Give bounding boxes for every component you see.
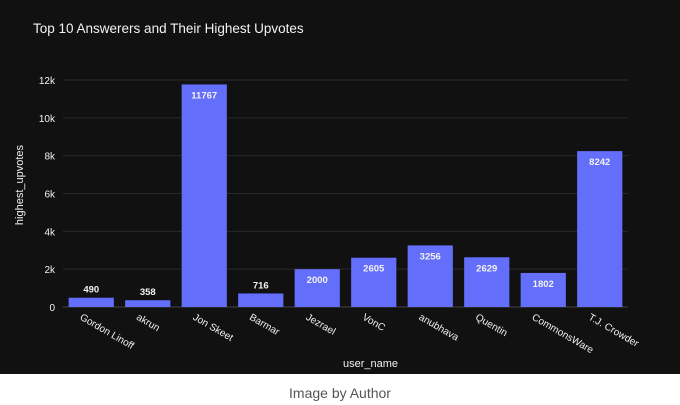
bar [294, 269, 340, 307]
bar [181, 84, 227, 307]
bar [125, 300, 171, 307]
x-tick-label: CommonsWare [530, 312, 596, 356]
y-tick-label: 8k [44, 152, 56, 163]
bar [520, 272, 566, 307]
bar [238, 293, 284, 307]
x-tick-label: T.J. Crowder [586, 312, 641, 350]
x-tick-label: akrun [134, 312, 161, 334]
x-tick-label: VonC [360, 312, 387, 334]
bar [464, 257, 510, 307]
y-tick-label: 0 [49, 303, 55, 314]
data-label: 8242 [589, 157, 610, 168]
y-tick-label: 12k [39, 76, 56, 87]
y-tick-label: 10k [39, 114, 56, 125]
data-label: 11767 [191, 90, 217, 101]
bar [351, 257, 397, 307]
data-label: 2605 [363, 264, 385, 275]
y-tick-label: 2k [44, 265, 56, 276]
data-label: 490 [83, 285, 99, 296]
data-label: 358 [140, 287, 156, 298]
bar [407, 245, 453, 307]
x-axis-title: user_name [343, 358, 398, 370]
data-label: 2629 [476, 263, 497, 274]
x-tick-label: Jezrael [304, 312, 337, 338]
y-tick-label: 6k [44, 190, 56, 201]
x-tick-label: Jon Skeet [191, 312, 235, 344]
x-tick-label: anubhava [417, 312, 461, 344]
x-tick-label: Gordon Linoff [78, 312, 136, 352]
y-tick-label: 4k [44, 227, 56, 238]
data-label: 716 [253, 280, 269, 291]
bar [577, 151, 623, 307]
bar [68, 297, 114, 307]
x-tick-label: Quentin [473, 312, 509, 339]
chart-title: Top 10 Answerers and Their Highest Upvot… [33, 21, 304, 36]
bar-chart: 0 2k 4k 6k 8k 10k 12k 490 Gordon Linoff 358 akrun 1… [14, 76, 641, 370]
x-tick-label: Barmar [247, 312, 281, 338]
data-label: 2000 [307, 275, 328, 286]
data-label: 3256 [420, 251, 441, 262]
image-caption: Image by Author [289, 385, 391, 401]
data-label: 1802 [533, 279, 554, 290]
y-axis-title: highest_upvotes [14, 144, 26, 225]
chart-panel: Top 10 Answerers and Their Highest Upvot… [0, 0, 680, 374]
